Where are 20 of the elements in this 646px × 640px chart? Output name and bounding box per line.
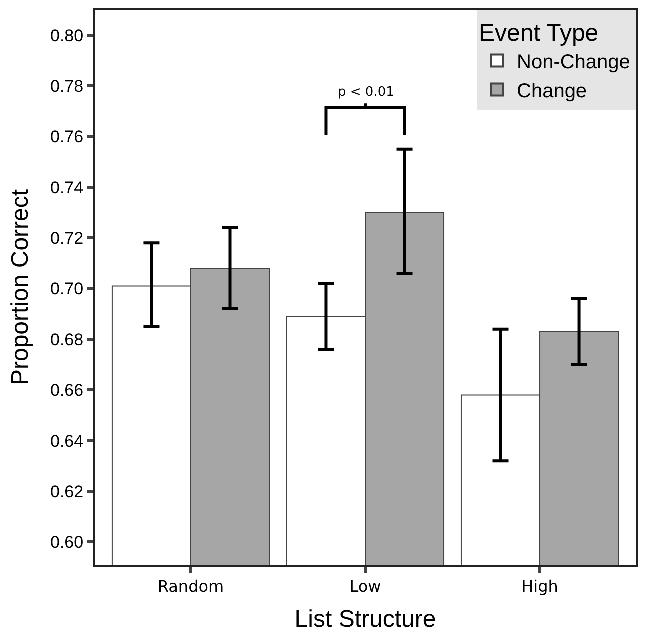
y-tick-label: 0.72 bbox=[50, 229, 84, 248]
y-axis-title: Proportion Correct bbox=[7, 189, 34, 386]
x-axis-title: List Structure bbox=[294, 606, 436, 633]
legend-label: Change bbox=[517, 80, 588, 102]
annotation: p < 0.01 bbox=[338, 85, 394, 100]
y-tick-label: 0.64 bbox=[50, 432, 84, 451]
x-tick-label: Low bbox=[350, 577, 382, 596]
y-tick-label: 0.76 bbox=[50, 128, 84, 147]
y-tick-label: 0.74 bbox=[50, 178, 84, 198]
y-tick-label: 0.68 bbox=[50, 330, 84, 350]
y-tick-label: 0.66 bbox=[50, 381, 84, 400]
y-tick-label: 0.70 bbox=[50, 280, 84, 299]
legend-title: Event Type bbox=[479, 20, 599, 48]
x-tick-label: High bbox=[522, 577, 558, 596]
legend-label: Non-Change bbox=[517, 52, 630, 74]
y-tick-label: 0.80 bbox=[50, 26, 84, 46]
y-tick-label: 0.78 bbox=[50, 76, 84, 96]
x-tick-label: Random bbox=[158, 577, 224, 596]
y-tick-label: 0.62 bbox=[50, 482, 84, 502]
y-tick-label: 0.60 bbox=[50, 533, 84, 552]
